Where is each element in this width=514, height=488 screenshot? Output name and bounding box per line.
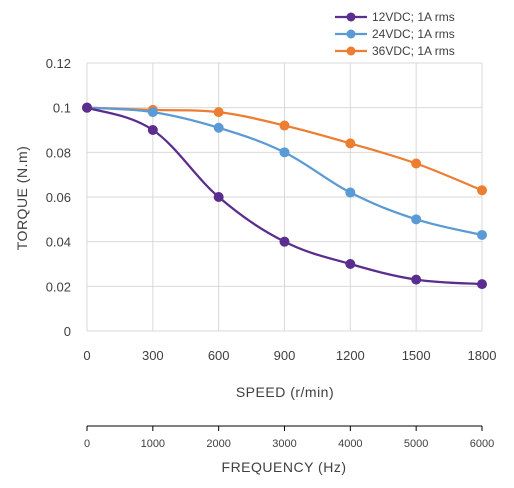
x-tick-label: 300 <box>142 348 164 363</box>
legend-item: 12VDC; 1A rms <box>335 10 455 24</box>
frequency-tick-label: 3000 <box>272 438 296 450</box>
y-tick-label: 0.1 <box>53 101 71 116</box>
data-point <box>477 279 487 290</box>
frequency-axis-label: FREQUENCY (Hz) <box>222 459 347 475</box>
legend-label: 12VDC; 1A rms <box>372 10 455 24</box>
y-tick-label: 0.12 <box>46 56 71 71</box>
data-point <box>213 107 224 118</box>
data-point <box>213 192 224 202</box>
data-point <box>213 122 224 133</box>
frequency-tick-label: 1000 <box>141 438 165 450</box>
legend-item: 36VDC; 1A rms <box>335 44 455 58</box>
data-point <box>411 158 422 169</box>
x-axis-label: SPEED (r/min) <box>236 384 334 400</box>
data-point <box>147 125 158 135</box>
gridlines <box>86 62 483 332</box>
tick-labels: 0 0.02 0.04 0.06 0.08 0.1 0.12 0 300 600 900 1200 15… <box>46 56 497 363</box>
legend-swatch-marker <box>346 29 356 39</box>
legend-item: 24VDC; 1A rms <box>335 27 455 41</box>
x-tick-label: 900 <box>274 348 296 363</box>
y-axis-label: TORQUE (N.m) <box>14 146 30 251</box>
frequency-tick-label: 0 <box>84 438 90 450</box>
y-tick-label: 0.06 <box>46 190 71 205</box>
legend-label: 36VDC; 1A rms <box>372 44 455 58</box>
data-point <box>279 147 290 158</box>
frequency-tick-label: 2000 <box>206 438 230 450</box>
y-tick-label: 0.04 <box>46 235 71 250</box>
series-0 <box>82 102 487 290</box>
data-point <box>345 138 356 149</box>
x-tick-label: 1800 <box>468 348 497 363</box>
data-point <box>279 120 290 131</box>
y-tick-label: 0.08 <box>46 145 71 160</box>
legend-label: 24VDC; 1A rms <box>372 27 455 41</box>
data-point <box>477 229 487 240</box>
series-lines <box>82 102 487 290</box>
data-point <box>345 187 356 198</box>
y-tick-label: 0 <box>64 324 71 339</box>
x-tick-label: 1500 <box>402 348 431 363</box>
frequency-tick-label: 4000 <box>338 438 362 450</box>
data-point <box>411 214 422 225</box>
x-tick-label: 1200 <box>336 348 365 363</box>
legend-swatch-marker <box>346 12 356 22</box>
data-point <box>345 259 356 269</box>
data-point <box>279 236 290 247</box>
frequency-tick-label: 5000 <box>404 438 428 450</box>
data-point <box>411 274 422 285</box>
frequency-axis: 0 1000 2000 3000 4000 5000 6000 <box>84 425 494 450</box>
data-point <box>147 107 158 118</box>
data-point <box>82 102 92 113</box>
legend-swatch-marker <box>346 46 356 56</box>
legend: 12VDC; 1A rms 24VDC; 1A rms 36VDC; 1A rms <box>335 10 455 58</box>
x-tick-label: 600 <box>208 348 230 363</box>
x-tick-label: 0 <box>83 348 90 363</box>
data-point <box>477 185 487 196</box>
frequency-tick-label: 6000 <box>470 438 494 450</box>
y-tick-label: 0.02 <box>46 279 71 294</box>
